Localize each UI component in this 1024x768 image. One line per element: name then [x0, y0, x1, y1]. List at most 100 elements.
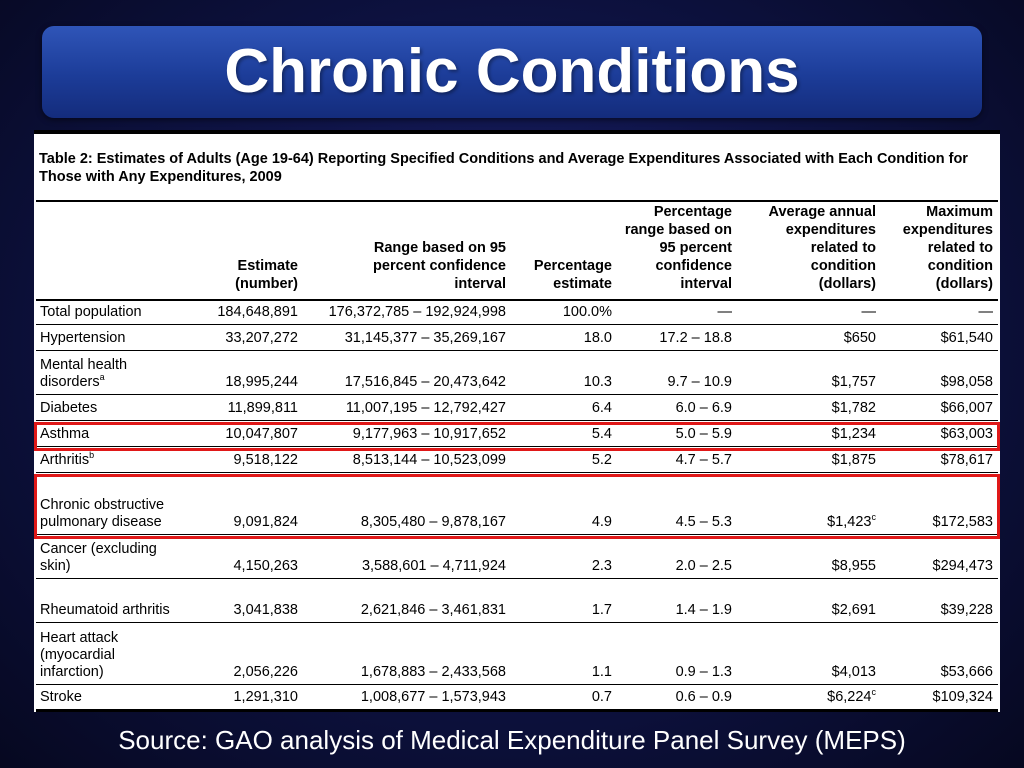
condition-cell: Arthritisb [36, 446, 182, 473]
percentage-cell-value: 1.1 [591, 663, 612, 680]
table-caption: Table 2: Estimates of Adults (Age 19-64)… [39, 151, 968, 185]
condition-label: Heart attack (myocardial infarction) [40, 629, 119, 680]
average-expenditure-cell: $8,955 [737, 534, 881, 579]
header-estimate: Estimate (number) [182, 200, 303, 301]
average-expenditure-cell-value: $6,224 [827, 688, 872, 705]
estimate-cell: 1,291,310 [182, 684, 303, 712]
estimate-cell-value: 3,041,838 [233, 601, 298, 618]
condition-cell: Cancer (excluding skin) [36, 534, 182, 579]
slide-title: Chronic Conditions [224, 37, 800, 106]
range-cell: 1,678,883 – 2,433,568 [303, 622, 511, 685]
footnote-marker: c [871, 511, 877, 522]
average-expenditure-cell: $1,757 [737, 350, 881, 395]
table-row: Total population 184,648,891 176,372,785 –… [36, 300, 998, 325]
percentage-range-cell-value: 2.0 – 2.5 [675, 557, 732, 574]
range-cell: 176,372,785 – 192,924,998 [303, 300, 511, 325]
range-cell: 8,305,480 – 9,878,167 [303, 472, 511, 535]
average-expenditure-cell-value: — [861, 303, 877, 320]
estimate-cell-value: 11,899,811 [227, 399, 298, 416]
estimate-cell-value: 2,056,226 [233, 663, 298, 680]
range-cell-value: 2,621,846 – 3,461,831 [360, 601, 506, 618]
percentage-range-cell-value: 0.9 – 1.3 [675, 663, 732, 680]
range-cell-value: 176,372,785 – 192,924,998 [328, 303, 506, 320]
condition-label: Mental health disorders [40, 356, 128, 390]
condition-label: Cancer (excluding skin) [40, 540, 157, 574]
percentage-cell-value: 5.2 [591, 451, 612, 468]
percentage-range-cell: 17.2 – 18.8 [617, 324, 737, 351]
average-expenditure-cell: $1,875 [737, 446, 881, 473]
percentage-range-cell: 0.9 – 1.3 [617, 622, 737, 685]
condition-cell: Rheumatoid arthritis [36, 578, 182, 623]
header-text: Percentage range based on 95 percent con… [624, 204, 732, 292]
condition-cell: Heart attack (myocardial infarction) [36, 622, 182, 685]
average-expenditure-cell: $1,234 [737, 420, 881, 447]
range-cell: 2,621,846 – 3,461,831 [303, 578, 511, 623]
percentage-cell: 100.0% [511, 300, 617, 325]
maximum-expenditure-cell-value: $109,324 [932, 688, 993, 705]
estimate-cell: 4,150,263 [182, 534, 303, 579]
table-row: Mental health disordersa 18,995,244 17,516… [36, 350, 998, 395]
estimate-cell-value: 9,518,122 [233, 451, 298, 468]
maximum-expenditure-cell: $172,583 [881, 472, 998, 535]
maximum-expenditure-cell: $109,324 [881, 684, 998, 712]
estimate-cell: 184,648,891 [182, 300, 303, 325]
estimate-cell: 9,518,122 [182, 446, 303, 473]
percentage-cell: 10.3 [511, 350, 617, 395]
maximum-expenditure-cell-value: $66,007 [940, 399, 993, 416]
estimate-cell-value: 4,150,263 [233, 557, 298, 574]
maximum-expenditure-cell: $98,058 [881, 350, 998, 395]
condition-label: Stroke [40, 688, 82, 705]
percentage-range-cell: — [617, 300, 737, 325]
percentage-cell: 4.9 [511, 472, 617, 535]
maximum-expenditure-cell-value: $53,666 [940, 663, 993, 680]
percentage-range-cell: 4.7 – 5.7 [617, 446, 737, 473]
table-row: Cancer (excluding skin) 4,150,263 3,588,60… [36, 534, 998, 579]
maximum-expenditure-cell-value: $61,540 [940, 329, 993, 346]
range-cell: 3,588,601 – 4,711,924 [303, 534, 511, 579]
estimate-cell: 11,899,811 [182, 394, 303, 421]
estimate-cell-value: 18,995,244 [225, 373, 298, 390]
footnote-marker: a [99, 371, 105, 382]
average-expenditure-cell-value: $1,757 [831, 373, 876, 390]
maximum-expenditure-cell: $39,228 [881, 578, 998, 623]
percentage-cell-value: 18.0 [583, 329, 612, 346]
condition-cell: Total population [36, 300, 182, 325]
average-expenditure-cell: $650 [737, 324, 881, 351]
percentage-cell-value: 2.3 [591, 557, 612, 574]
percentage-cell: 18.0 [511, 324, 617, 351]
range-cell: 11,007,195 – 12,792,427 [303, 394, 511, 421]
condition-cell: Stroke [36, 684, 182, 712]
footnote-marker: b [89, 449, 95, 460]
header-range: Range based on 95 percent confidence int… [303, 200, 511, 301]
percentage-range-cell-value: 9.7 – 10.9 [667, 373, 733, 390]
maximum-expenditure-cell: $53,666 [881, 622, 998, 685]
table-row: Heart attack (myocardial infarction) 2,05… [36, 622, 998, 685]
average-expenditure-cell-value: $1,782 [831, 399, 876, 416]
header-text: Average annual expenditures related to c… [768, 204, 876, 292]
header-maximum-expenditures: Maximum expenditures related to conditio… [881, 200, 998, 301]
percentage-range-cell-value: 4.5 – 5.3 [675, 513, 732, 530]
maximum-expenditure-cell-value: $78,617 [940, 451, 993, 468]
percentage-range-cell: 5.0 – 5.9 [617, 420, 737, 447]
condition-label: Asthma [40, 425, 90, 442]
average-expenditure-cell-value: $2,691 [831, 601, 876, 618]
range-cell-value: 11,007,195 – 12,792,427 [345, 399, 506, 416]
range-cell: 1,008,677 – 1,573,943 [303, 684, 511, 712]
percentage-range-cell-value: — [717, 303, 733, 320]
range-cell-value: 1,678,883 – 2,433,568 [360, 663, 506, 680]
source-note: Source: GAO analysis of Medical Expendit… [118, 725, 906, 755]
table-row: Stroke 1,291,310 1,008,677 – 1,573,943 0.7 0… [36, 684, 998, 712]
estimate-cell-value: 1,291,310 [233, 688, 298, 705]
header-text: Estimate (number) [235, 258, 298, 292]
maximum-expenditure-cell: $66,007 [881, 394, 998, 421]
maximum-expenditure-cell: $63,003 [881, 420, 998, 447]
maximum-expenditure-cell-value: — [978, 303, 994, 320]
estimate-cell: 3,041,838 [182, 578, 303, 623]
range-cell-value: 8,305,480 – 9,878,167 [360, 513, 506, 530]
header-percentage-range: Percentage range based on 95 percent con… [617, 200, 737, 301]
condition-cell: Chronic obstructive pulmonary disease [36, 472, 182, 535]
condition-cell: Diabetes [36, 394, 182, 421]
condition-cell: Hypertension [36, 324, 182, 351]
maximum-expenditure-cell: $78,617 [881, 446, 998, 473]
maximum-expenditure-cell: — [881, 300, 998, 325]
